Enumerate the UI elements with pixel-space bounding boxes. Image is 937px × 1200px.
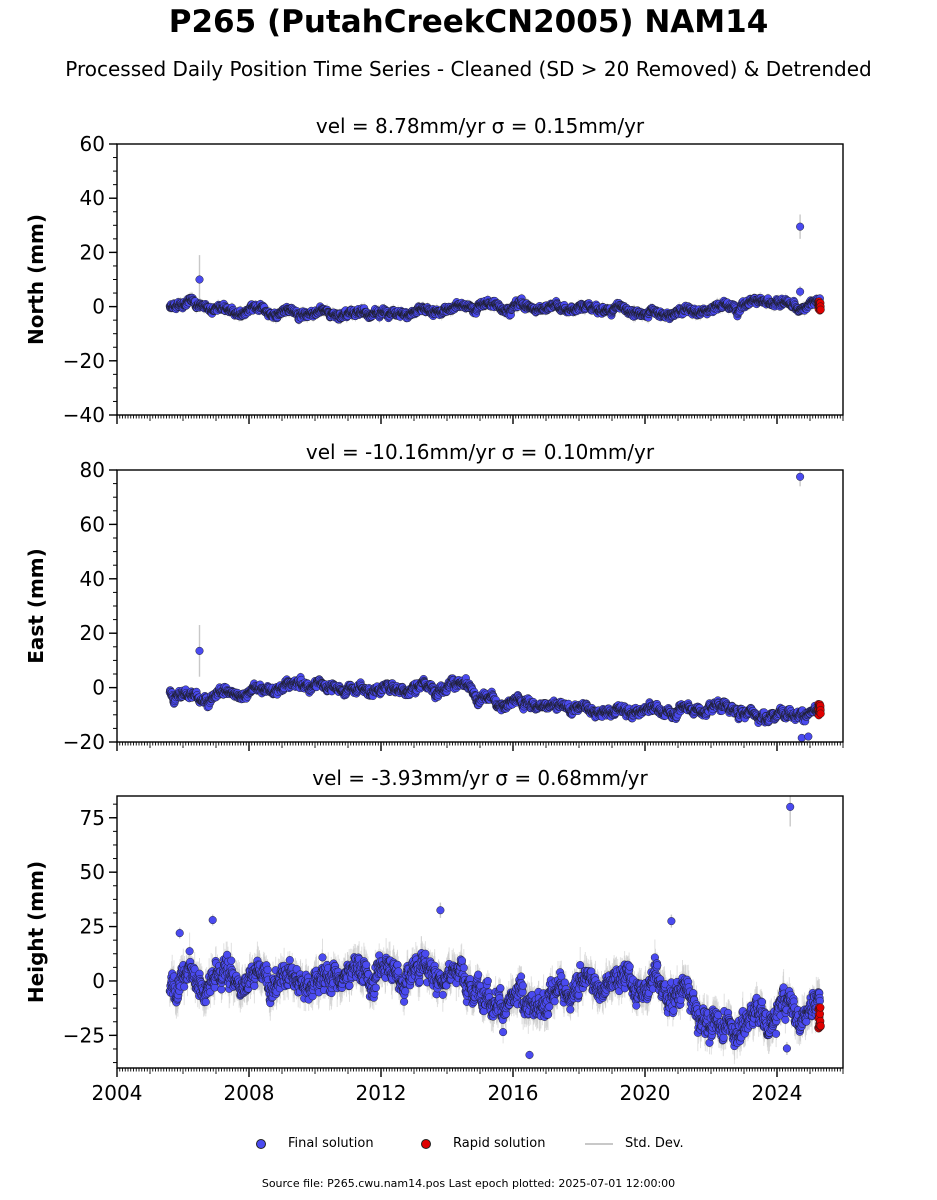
final-solution-points: [165, 222, 825, 324]
final-point-outlier: [796, 222, 805, 231]
final-point-outlier: [195, 275, 204, 284]
y-tick-label: 60: [80, 132, 105, 156]
panel-0: −40 −20 0 20 40 60 vel = 8.78mm/yr σ = 0.15mm/…: [24, 114, 844, 427]
rapid-point: [816, 305, 825, 314]
y-tick-label: 20: [80, 240, 105, 264]
y-axis-label: North (mm): [24, 214, 48, 345]
y-tick-label: 40: [80, 186, 105, 210]
y-tick-label: −40: [63, 403, 105, 427]
final-point-outlier: [796, 287, 805, 296]
panel-title: vel = 8.78mm/yr σ = 0.15mm/yr: [316, 114, 645, 138]
y-tick-label: 0: [92, 295, 105, 319]
y-tick-label: −20: [63, 349, 105, 373]
axes-frame: [116, 143, 844, 416]
figure-title: P265 (PutahCreekCN2005) NAM14: [168, 4, 769, 40]
figure-subtitle: Processed Daily Position Time Series - C…: [65, 57, 872, 81]
